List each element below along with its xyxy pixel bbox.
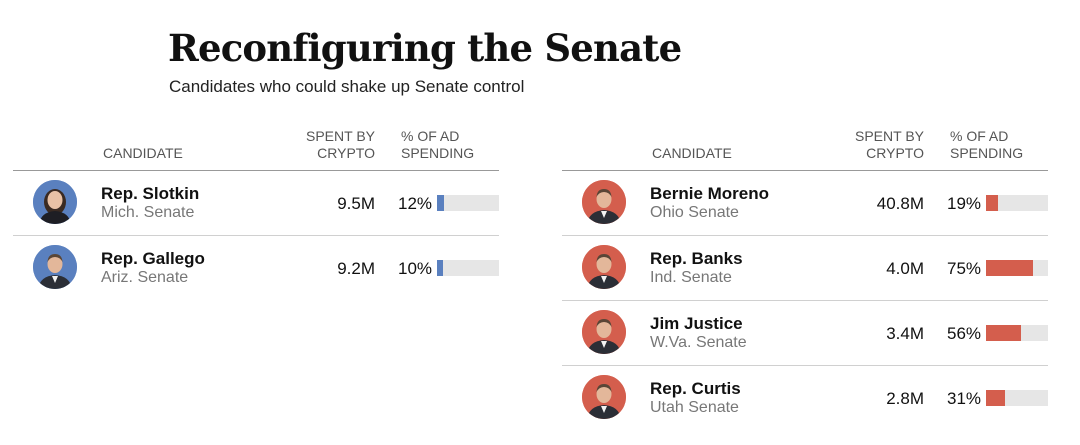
- ad-spending-bar-track: [986, 260, 1048, 276]
- table-body: Rep. Slotkin Mich. Senate 9.5M 12% Rep. Gall…: [13, 171, 499, 300]
- table-row: Rep. Gallego Ariz. Senate 9.2M 10%: [13, 236, 499, 300]
- ad-spending-bar-track: [986, 390, 1048, 406]
- republican-candidates-table: CANDIDATE SPENT BY CRYPTO % OF AD SPENDI…: [562, 126, 1048, 430]
- ad-spending-bar: [986, 260, 1033, 276]
- candidate-avatar: [582, 310, 626, 354]
- header-spent-by-crypto: SPENT BY CRYPTO: [855, 128, 924, 162]
- header-pct-line2: SPENDING: [950, 145, 1024, 161]
- candidate-name: Bernie Moreno: [650, 184, 770, 203]
- candidate-race: Ariz. Senate: [101, 269, 189, 286]
- ad-spending-pct-label: 56%: [947, 324, 982, 343]
- ad-spending-bar-track: [986, 325, 1048, 341]
- ad-spending-pct-label: 19%: [947, 194, 982, 213]
- table-body: Bernie Moreno Ohio Senate 40.8M 19% Rep. Ban…: [562, 171, 1048, 430]
- ad-spending-pct-label: 31%: [947, 389, 982, 408]
- header-spent-line2: CRYPTO: [866, 145, 924, 161]
- header-candidate: CANDIDATE: [652, 145, 732, 161]
- candidate-avatar: [582, 180, 626, 224]
- candidate-avatar: [582, 245, 626, 289]
- header-candidate: CANDIDATE: [103, 145, 183, 161]
- header-pct-line1: % OF AD: [401, 128, 460, 144]
- spent-by-crypto-value: 9.2M: [337, 259, 375, 278]
- candidate-avatar: [582, 375, 626, 419]
- header-pct-ad-spending: % OF AD SPENDING: [401, 128, 474, 162]
- ad-spending-bar-track: [437, 195, 499, 211]
- spent-by-crypto-value: 9.5M: [337, 194, 375, 213]
- ad-spending-pct-label: 12%: [398, 194, 433, 213]
- candidate-race: W.Va. Senate: [650, 334, 747, 351]
- header-spent-by-crypto: SPENT BY CRYPTO: [306, 128, 375, 162]
- table-row: Jim Justice W.Va. Senate 3.4M 56%: [562, 301, 1048, 366]
- ad-spending-pct-label: 10%: [398, 259, 433, 278]
- candidate-name: Rep. Curtis: [650, 379, 741, 398]
- candidate-avatar: [33, 245, 77, 289]
- candidate-race: Ohio Senate: [650, 204, 739, 221]
- header-pct-line2: SPENDING: [401, 145, 475, 161]
- candidate-race: Mich. Senate: [101, 204, 195, 221]
- chart-subtitle: Candidates who could shake up Senate con…: [169, 77, 525, 96]
- header-pct-line1: % OF AD: [950, 128, 1009, 144]
- spent-by-crypto-value: 2.8M: [886, 389, 924, 408]
- candidate-name: Jim Justice: [650, 314, 743, 333]
- candidate-name: Rep. Slotkin: [101, 184, 200, 203]
- chart-title: Reconfiguring the Senate: [168, 26, 682, 70]
- ad-spending-pct-label: 75%: [947, 259, 982, 278]
- header-spent-line1: SPENT BY: [306, 128, 375, 144]
- candidate-race: Ind. Senate: [650, 269, 732, 286]
- ad-spending-bar-track: [437, 260, 499, 276]
- table-row: Rep. Slotkin Mich. Senate 9.5M 12%: [13, 171, 499, 236]
- spent-by-crypto-value: 3.4M: [886, 324, 924, 343]
- ad-spending-bar: [986, 195, 998, 211]
- table-header: CANDIDATE SPENT BY CRYPTO % OF AD SPENDI…: [13, 126, 499, 171]
- candidate-name: Rep. Banks: [650, 249, 743, 268]
- table-row: Rep. Curtis Utah Senate 2.8M 31%: [562, 366, 1048, 430]
- candidate-avatar: [33, 180, 77, 224]
- democrat-candidates-table: CANDIDATE SPENT BY CRYPTO % OF AD SPENDI…: [13, 126, 499, 300]
- header-spent-line1: SPENT BY: [855, 128, 924, 144]
- ad-spending-bar-track: [986, 195, 1048, 211]
- header-spent-line2: CRYPTO: [317, 145, 375, 161]
- table-row: Rep. Banks Ind. Senate 4.0M 75%: [562, 236, 1048, 301]
- header-pct-ad-spending: % OF AD SPENDING: [950, 128, 1023, 162]
- table-row: Bernie Moreno Ohio Senate 40.8M 19%: [562, 171, 1048, 236]
- table-header: CANDIDATE SPENT BY CRYPTO % OF AD SPENDI…: [562, 126, 1048, 171]
- candidate-name: Rep. Gallego: [101, 249, 205, 268]
- spent-by-crypto-value: 40.8M: [876, 194, 924, 213]
- ad-spending-bar: [437, 260, 443, 276]
- candidate-race: Utah Senate: [650, 399, 739, 416]
- ad-spending-bar: [437, 195, 444, 211]
- ad-spending-bar: [986, 390, 1005, 406]
- ad-spending-bar: [986, 325, 1021, 341]
- spent-by-crypto-value: 4.0M: [886, 259, 924, 278]
